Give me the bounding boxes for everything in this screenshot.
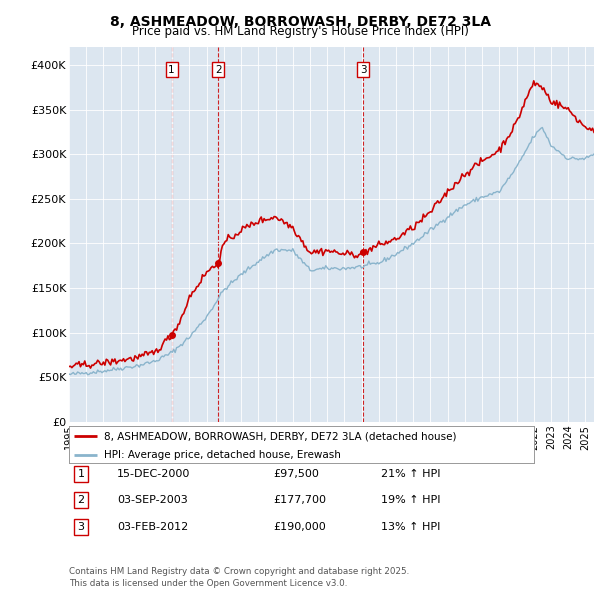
- Text: HPI: Average price, detached house, Erewash: HPI: Average price, detached house, Erew…: [104, 450, 341, 460]
- Text: 3: 3: [77, 522, 85, 532]
- Text: 21% ↑ HPI: 21% ↑ HPI: [381, 469, 440, 478]
- Text: 2: 2: [77, 496, 85, 505]
- Text: 15-DEC-2000: 15-DEC-2000: [117, 469, 190, 478]
- Text: Contains HM Land Registry data © Crown copyright and database right 2025.
This d: Contains HM Land Registry data © Crown c…: [69, 568, 409, 588]
- Text: 19% ↑ HPI: 19% ↑ HPI: [381, 496, 440, 505]
- Text: 8, ASHMEADOW, BORROWASH, DERBY, DE72 3LA: 8, ASHMEADOW, BORROWASH, DERBY, DE72 3LA: [110, 15, 491, 29]
- Text: 03-FEB-2012: 03-FEB-2012: [117, 522, 188, 532]
- Text: 8, ASHMEADOW, BORROWASH, DERBY, DE72 3LA (detached house): 8, ASHMEADOW, BORROWASH, DERBY, DE72 3LA…: [104, 431, 457, 441]
- Text: 2: 2: [215, 64, 221, 74]
- Text: 1: 1: [77, 469, 85, 478]
- Text: 13% ↑ HPI: 13% ↑ HPI: [381, 522, 440, 532]
- Text: 1: 1: [168, 64, 175, 74]
- Text: 03-SEP-2003: 03-SEP-2003: [117, 496, 188, 505]
- Text: £177,700: £177,700: [273, 496, 326, 505]
- Text: £190,000: £190,000: [273, 522, 326, 532]
- Text: 3: 3: [360, 64, 367, 74]
- Text: Price paid vs. HM Land Registry's House Price Index (HPI): Price paid vs. HM Land Registry's House …: [131, 25, 469, 38]
- Text: £97,500: £97,500: [273, 469, 319, 478]
